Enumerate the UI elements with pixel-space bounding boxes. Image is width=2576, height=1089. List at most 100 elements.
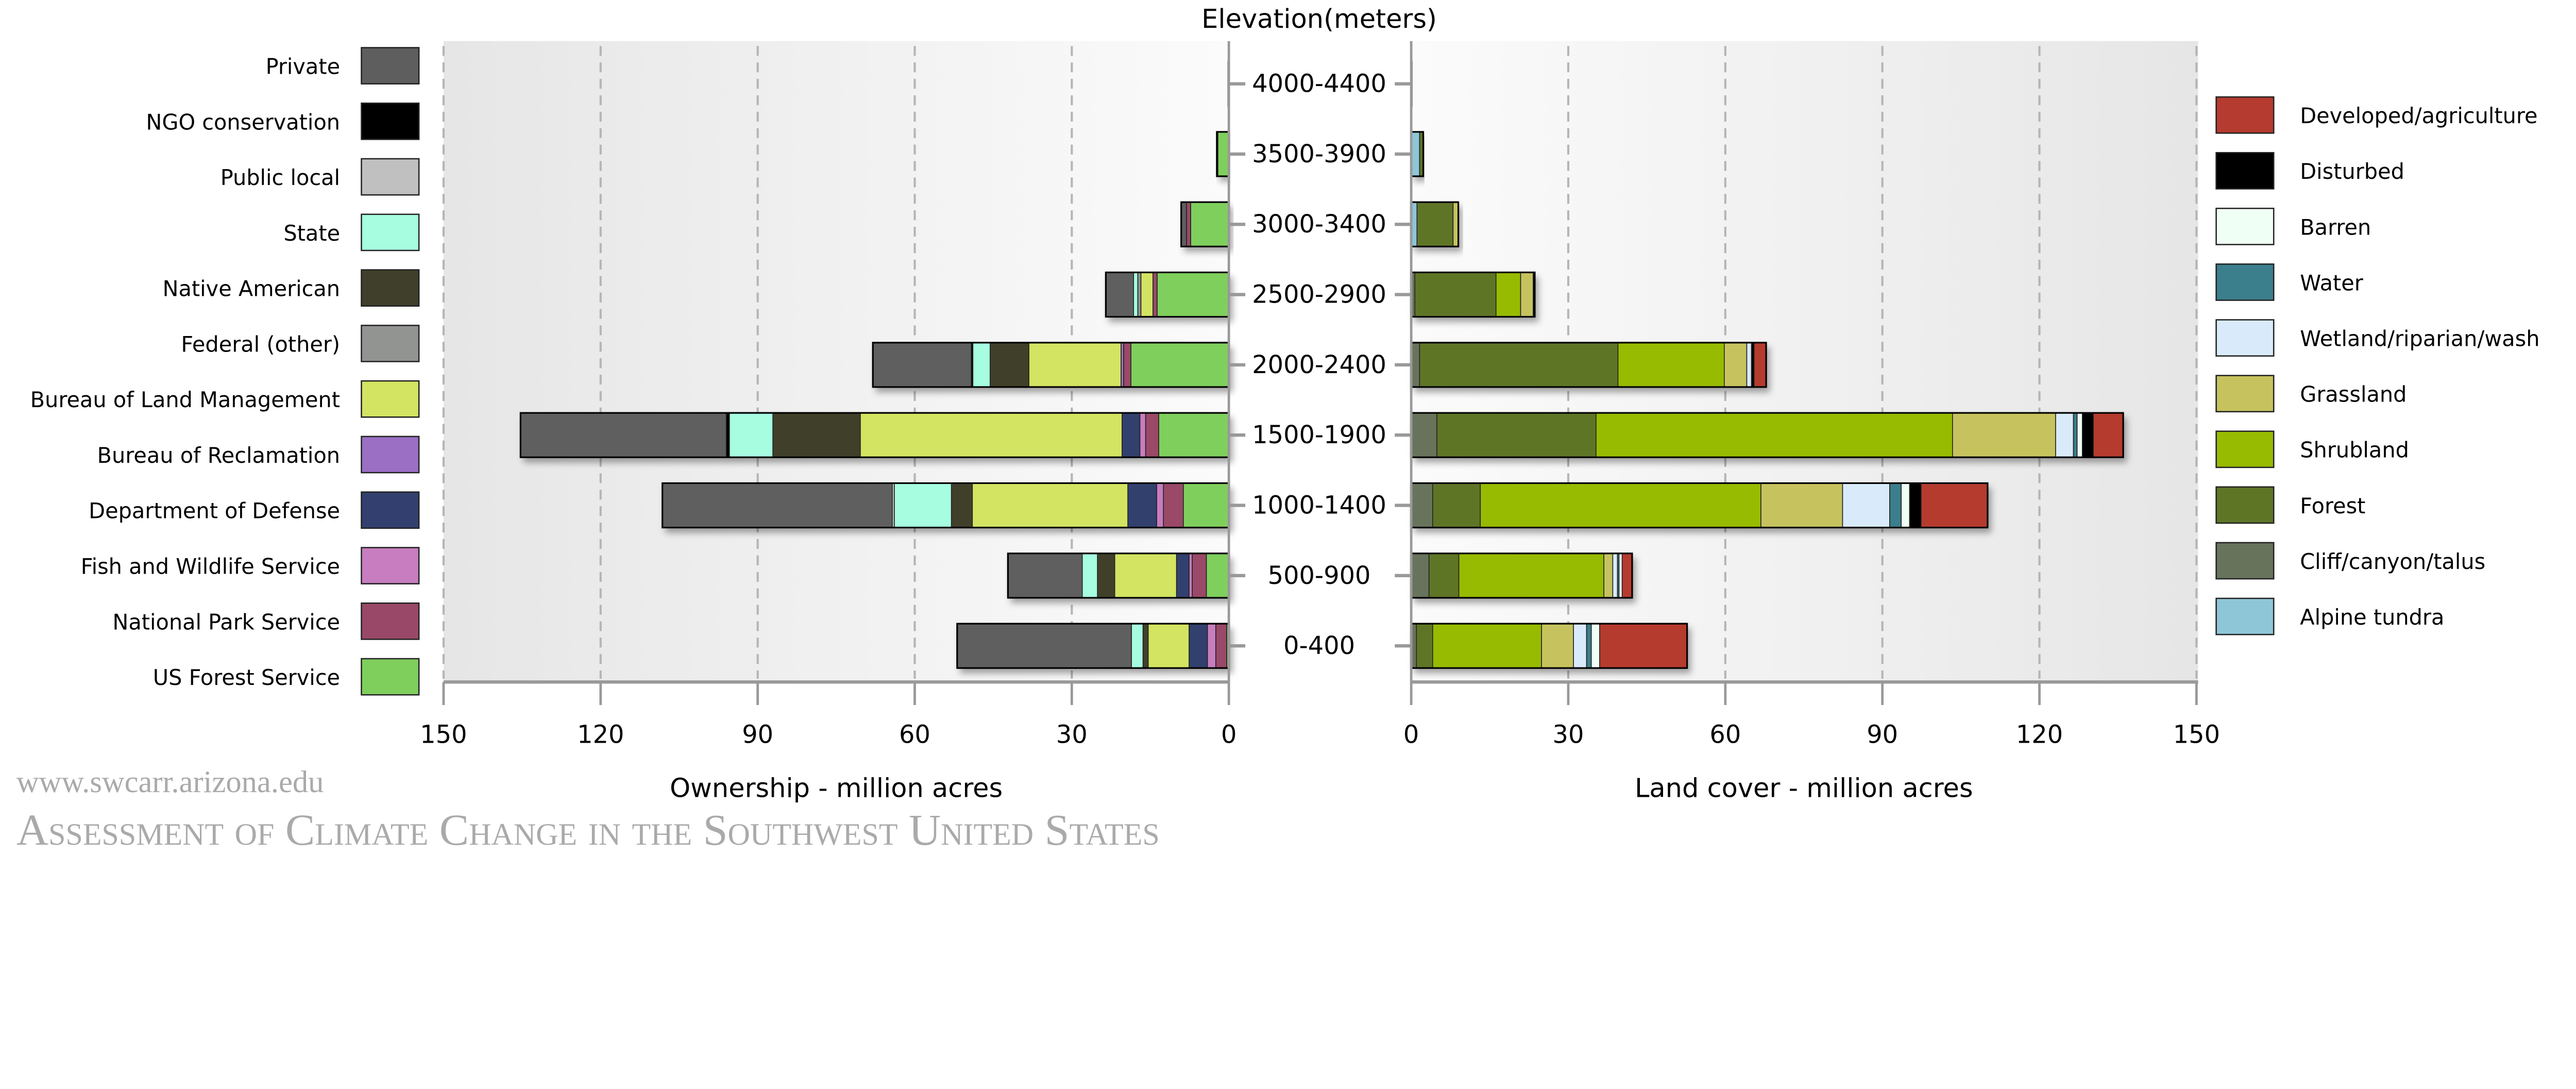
bar-segment-developed-agriculture [1599, 623, 1688, 669]
bar-segment-national-park-service [1123, 342, 1131, 388]
bar-segment-forest [1416, 623, 1433, 669]
bar-stack-2000-2400 [1411, 342, 1767, 388]
bar-segment-shrubland [1596, 412, 1953, 458]
bar-segment-federal-other- [1137, 272, 1142, 317]
legend-swatch [361, 380, 420, 418]
bar-segment-us-forest-service [1158, 412, 1229, 458]
bar-segment-private [957, 623, 1132, 669]
bar-segment-developed-agriculture [1921, 482, 1988, 528]
legend-label: Bureau of Land Management [30, 388, 340, 412]
bar-stack-500-900 [1007, 553, 1229, 598]
bar-stack-1000-1400 [662, 482, 1229, 528]
x-tick-label: 30 [1553, 721, 1584, 749]
bar-segment-state [972, 342, 991, 388]
bar-segment-cliff-canyon-talus [1411, 412, 1437, 458]
bar-segment-cliff-canyon-talus [1411, 482, 1433, 528]
bar-segment-forest [1416, 202, 1454, 247]
bar-segment-forest [1432, 482, 1481, 528]
legend-swatch [361, 213, 420, 252]
legend-swatch [361, 47, 420, 85]
legend-label: Alpine tundra [2300, 605, 2444, 630]
bar-segment-fish-and-wildlife-service [1207, 623, 1216, 669]
legend-label: Cliff/canyon/talus [2300, 549, 2485, 574]
bar-segment-department-of-defense [1176, 553, 1190, 598]
legend-swatch [2215, 486, 2275, 524]
bar-segment-barren [1618, 553, 1623, 598]
x-tick-label: 0 [1221, 721, 1236, 749]
bar-stack-3000-3400 [1411, 202, 1459, 247]
bar-segment-private [1007, 553, 1083, 598]
bar-segment-state [894, 482, 952, 528]
bar-segment-national-park-service [1163, 482, 1184, 528]
elevation-label: 4000-4400 [1252, 70, 1386, 98]
bar-stack-0-400 [1411, 623, 1688, 669]
bar-segment-forest [1428, 553, 1460, 598]
bar-segment-department-of-defense [1189, 623, 1208, 669]
bar-segment-shrubland [1458, 553, 1604, 598]
elevation-label: 500-900 [1268, 562, 1371, 590]
landcover-axis-title: Land cover - million acres [1635, 774, 1973, 804]
legend-label: National Park Service [112, 610, 340, 634]
x-tick-label: 150 [420, 721, 467, 749]
legend-swatch [2215, 152, 2275, 190]
bar-segment-grassland [1724, 342, 1748, 388]
legend-swatch [361, 435, 420, 474]
x-tick-label: 30 [1056, 721, 1088, 749]
bar-segment-native-american [1142, 623, 1149, 669]
bar-segment-wetland-riparian-wash [2055, 412, 2074, 458]
elevation-label: 3000-3400 [1252, 210, 1386, 239]
x-tick-label: 120 [2016, 721, 2063, 749]
bar-segment-national-park-service [1153, 272, 1158, 317]
bar-segment-cliff-canyon-talus [1411, 553, 1430, 598]
legend-label: Grassland [2300, 382, 2406, 407]
bar-segment-grassland [1952, 412, 2056, 458]
legend-swatch [361, 602, 420, 640]
bar-segment-native-american [772, 412, 861, 458]
legend-label: Public local [221, 165, 340, 190]
legend-label: Forest [2300, 494, 2365, 518]
elevation-label: 2000-2400 [1252, 351, 1386, 379]
bar-segment-forest [1419, 342, 1619, 388]
bar-stack-1500-1900 [1411, 412, 2124, 458]
bar-stack-3500-3900 [1216, 131, 1229, 177]
x-tick-label: 60 [1709, 721, 1741, 749]
legend-swatch [361, 158, 420, 196]
bar-stack-3500-3900 [1411, 131, 1424, 177]
legend-label: Federal (other) [181, 332, 340, 357]
x-tick-label: 150 [2173, 721, 2220, 749]
bar-segment-department-of-defense [1122, 412, 1141, 458]
bar-segment-developed-agriculture [1621, 553, 1633, 598]
watermark-url: www.swcarr.arizona.edu [16, 765, 324, 799]
population-pyramid-chart: 0 30 60 90 120 150 0 30 60 90 120 150 4000-4400 3500-… [16, 4, 2540, 855]
legend-label: Wetland/riparian/wash [2300, 327, 2539, 351]
legend-label: State [283, 221, 340, 246]
legend-label: NGO conservation [146, 110, 340, 135]
legend-swatch [361, 547, 420, 584]
bar-segment-wetland-riparian-wash [1612, 553, 1618, 598]
legend-swatch [2215, 375, 2275, 413]
legend-swatch [2215, 430, 2275, 468]
ownership-axis-title: Ownership - million acres [670, 774, 1003, 804]
bar-segment-state [1131, 623, 1144, 669]
legend-swatch [2215, 208, 2275, 245]
bar-segment-developed-agriculture [1753, 342, 1767, 388]
legend-label: US Forest Service [153, 665, 340, 690]
bar-stack-500-900 [1411, 553, 1633, 598]
bar-segment-disturbed [2082, 412, 2094, 458]
bar-segment-private [1105, 272, 1134, 317]
legend-label: Developed/agriculture [2300, 104, 2537, 128]
legend-swatch [361, 491, 420, 529]
bar-segment-native-american [990, 342, 1029, 388]
bar-segment-bureau-of-land-management [1114, 553, 1177, 598]
bar-stack-1000-1400 [1411, 482, 1988, 528]
bar-segment-us-forest-service [1130, 342, 1229, 388]
legend-label: Disturbed [2300, 159, 2404, 184]
bar-segment-grassland [1520, 272, 1534, 317]
bar-segment-national-park-service [1186, 202, 1191, 247]
legend-label: Private [266, 54, 340, 79]
bar-stack-2500-2900 [1411, 272, 1535, 317]
bar-segment-us-forest-service [1206, 553, 1229, 598]
elevation-label: 2500-2900 [1252, 281, 1386, 309]
bar-stack-3000-3400 [1180, 202, 1229, 247]
bar-segment-bureau-of-land-management [860, 412, 1123, 458]
